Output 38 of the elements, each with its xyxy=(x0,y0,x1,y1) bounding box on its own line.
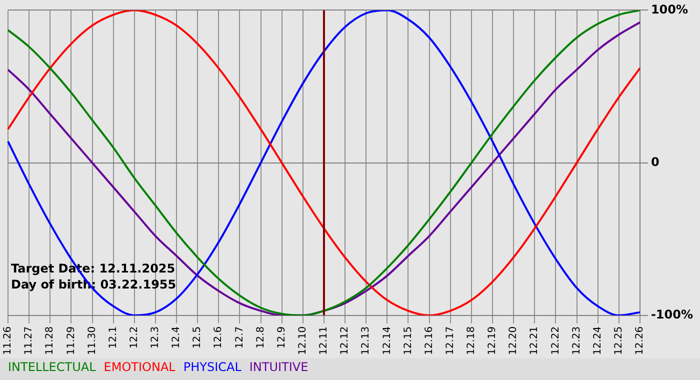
text: EMOTIONAL xyxy=(104,360,176,374)
x-tick-label: 12.1 xyxy=(108,326,119,349)
x-tick-label: 12.8 xyxy=(255,326,266,349)
text: INTELLECTUAL xyxy=(8,360,96,374)
x-tick-label: 12.23 xyxy=(571,326,582,356)
x-tick-label: 12.17 xyxy=(444,326,456,356)
x-tick-label: 11.29 xyxy=(66,326,77,356)
x-tick-label: 12.15 xyxy=(402,326,414,356)
x-tick-label: 12.21 xyxy=(529,326,540,356)
x-tick-label: 12.13 xyxy=(360,326,372,356)
x-tick-label: 12.14 xyxy=(382,326,393,356)
x-tick-label: 12.5 xyxy=(192,326,204,349)
x-tick-label: 12.24 xyxy=(592,326,604,356)
y-tick-label: 100% xyxy=(650,2,688,16)
x-tick-label: 12.10 xyxy=(298,326,308,356)
x-tick-label: 12.26 xyxy=(634,326,646,356)
x-tick-label: 12.2 xyxy=(128,326,140,349)
x-tick-label: 12.25 xyxy=(613,326,624,356)
text: PHYSICAL xyxy=(183,360,242,374)
x-tick-label: 11.26 xyxy=(2,326,14,356)
x-tick-label: 11.27 xyxy=(24,326,35,356)
x-tick-label: 11.30 xyxy=(86,326,98,356)
x-tick-label: 12.20 xyxy=(508,326,520,356)
x-tick-label: 12.19 xyxy=(487,326,498,356)
x-tick-label: 12.11 xyxy=(318,326,330,356)
x-tick-label: 11.28 xyxy=(44,326,56,356)
x-tick-label: 12.6 xyxy=(213,326,224,349)
x-tick-label: 12.12 xyxy=(340,326,351,356)
text: INTUITIVE xyxy=(249,360,308,374)
y-tick-label: -100% xyxy=(650,307,694,322)
x-tick-label: 12.22 xyxy=(550,326,562,356)
x-tick-label: 12.3 xyxy=(150,326,162,349)
x-tick-label: 12.16 xyxy=(424,326,435,356)
x-tick-label: 12.18 xyxy=(466,326,478,356)
x-tick-label: 12.4 xyxy=(171,326,182,349)
x-tick-label: 12.9 xyxy=(276,326,288,349)
x-tick-label: 12.7 xyxy=(234,326,246,349)
y-tick-label: 0 xyxy=(650,154,660,169)
